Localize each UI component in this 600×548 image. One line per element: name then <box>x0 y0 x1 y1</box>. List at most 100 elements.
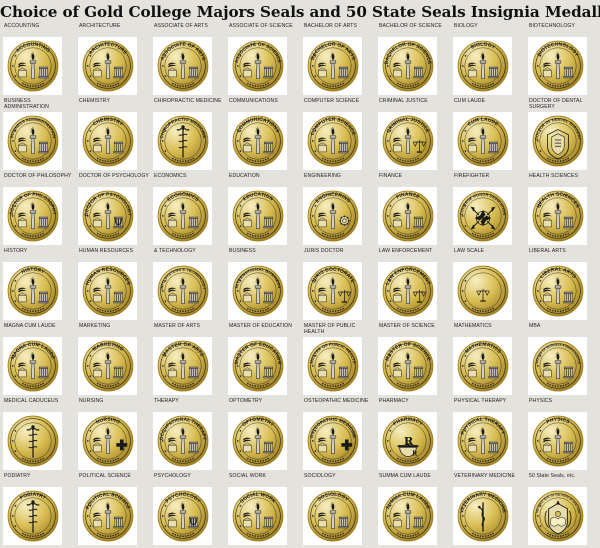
seal-thumbnail[interactable]: ENGINEERING <box>303 187 362 245</box>
seal-thumbnail[interactable]: Ψ DOCTOR OF PSYCHOLOGY <box>78 187 137 245</box>
seal-cell[interactable]: THERAPY OCCUPATIONAL THERAPY <box>150 398 225 473</box>
seal-cell[interactable]: 50 State Seals, etc. THE GREAT SEAL OF TH… <box>525 473 600 548</box>
seal-thumbnail[interactable]: HISTORY <box>3 262 62 320</box>
seal-thumbnail[interactable]: R R PHARMACY <box>378 412 437 470</box>
seal-cell[interactable]: ARCHITECTURE ARCHITECTURE <box>75 23 150 98</box>
seal-thumbnail[interactable]: DOCTOR OF DENTAL SURGERY <box>528 112 587 170</box>
seal-cell[interactable]: OSTEOPATHIC MEDICINE OSTEOPATHIC MEDICINE <box>300 398 375 473</box>
seal-cell[interactable]: ASSOCIATE OF SCIENCE ASSOCIATE OF SCIENCE <box>225 23 300 98</box>
seal-cell[interactable]: OPTOMETRY OPTOMETRY <box>225 398 300 473</box>
seal-cell[interactable]: BACHELOR OF SCIENCE BACHELOR OF SCIENCE <box>375 23 450 98</box>
seal-cell[interactable]: MBA MASTER OF BUSINESS ADMINISTRATION <box>525 323 600 398</box>
seal-cell[interactable]: BACHELOR OF ARTS BACHELOR OF ARTS <box>300 23 375 98</box>
seal-cell[interactable]: COMMUNICATIONS COMMUNICATIONS <box>225 98 300 173</box>
seal-thumbnail[interactable]: SOCIAL WORK <box>228 487 287 545</box>
seal-thumbnail[interactable]: CHIROPRACTIC MEDICINE <box>153 112 212 170</box>
seal-cell[interactable]: ASSOCIATE OF ARTS ASSOCIATE OF ARTS <box>150 23 225 98</box>
seal-cell[interactable]: DOCTOR OF PSYCHOLOGY Ψ DOCTOR OF PSYCHOLOG… <box>75 173 150 248</box>
seal-cell[interactable]: MEDICAL CADUCEUS <box>0 398 75 473</box>
seal-thumbnail[interactable]: MASTER OF ARTS <box>153 337 212 395</box>
seal-thumbnail[interactable]: MASTER OF SCIENCE <box>378 337 437 395</box>
seal-thumbnail[interactable]: MASTER OF EDUCATION <box>228 337 287 395</box>
seal-cell[interactable]: ENGINEERING ENGINEERING <box>300 173 375 248</box>
seal-cell[interactable]: VETERINARY MEDICINE VETERINARY MEDICINE <box>450 473 525 548</box>
seal-thumbnail[interactable]: PODIATRY <box>3 487 62 545</box>
seal-cell[interactable]: ECONOMICS ECONOMICS <box>150 173 225 248</box>
seal-cell[interactable]: POLITICAL SCIENCE POLITICAL SCIENCE <box>75 473 150 548</box>
seal-thumbnail[interactable]: SOCIOLOGY <box>303 487 362 545</box>
seal-thumbnail[interactable]: BACHELOR OF ARTS <box>303 37 362 95</box>
seal-cell[interactable]: BIOLOGY BIOLOGY <box>450 23 525 98</box>
seal-cell[interactable]: SOCIOLOGY SOCIOLOGY <box>300 473 375 548</box>
seal-cell[interactable]: MARKETING MARKETING <box>75 323 150 398</box>
seal-thumbnail[interactable]: BACHELOR OF SCIENCE <box>378 37 437 95</box>
seal-thumbnail[interactable]: COURAGE HONOR DEDICATION <box>453 187 512 245</box>
seal-thumbnail[interactable]: CHEMISTRY <box>78 112 137 170</box>
seal-cell[interactable]: FINANCE FINANCE <box>375 173 450 248</box>
seal-cell[interactable]: COMPUTER SCIENCE COMPUTER SCIENCE <box>300 98 375 173</box>
seal-cell[interactable]: CRIMINAL JUSTICE CRIMINAL JUSTICE <box>375 98 450 173</box>
seal-thumbnail[interactable]: MASTER OF BUSINESS ADMINISTRATION <box>528 337 587 395</box>
seal-thumbnail[interactable]: ECONOMICS <box>153 187 212 245</box>
seal-cell[interactable]: LAW SCALE <box>450 248 525 323</box>
seal-cell[interactable]: FIREFIGHTER COURAGE HONOR DEDICATION <box>450 173 525 248</box>
seal-thumbnail[interactable]: PHYSICAL THERAPY <box>453 412 512 470</box>
seal-thumbnail[interactable]: HEALTH SCIENCES <box>528 187 587 245</box>
seal-thumbnail[interactable]: INFO SYSTEMS & TECHNOLOGY <box>153 262 212 320</box>
seal-thumbnail[interactable]: INTERNATIONAL BUSINESS <box>228 262 287 320</box>
seal-cell[interactable]: PSYCHOLOGY Ψ PSYCHOLOGY <box>150 473 225 548</box>
seal-thumbnail[interactable]: NURSING <box>78 412 137 470</box>
seal-cell[interactable]: MATHEMATICS MATHEMATICS <box>450 323 525 398</box>
seal-thumbnail[interactable]: COMPUTER SCIENCE <box>303 112 362 170</box>
seal-cell[interactable]: MASTER OF ARTS MASTER OF ARTS <box>150 323 225 398</box>
seal-cell[interactable]: CHIROPRACTIC MEDICINE CHIROPRACTIC MEDICI… <box>150 98 225 173</box>
seal-cell[interactable]: NURSING NURSING <box>75 398 150 473</box>
seal-thumbnail[interactable]: ASSOCIATE OF ARTS <box>153 37 212 95</box>
seal-cell[interactable]: LIBERAL ARTS LIBERAL ARTS <box>525 248 600 323</box>
seal-thumbnail[interactable] <box>3 412 62 470</box>
seal-cell[interactable]: SUMMA CUM LAUDE SUMMA CUM LAUDE <box>375 473 450 548</box>
seal-thumbnail[interactable]: CRIMINAL JUSTICE <box>378 112 437 170</box>
seal-cell[interactable]: EDUCATION EDUCATION <box>225 173 300 248</box>
seal-cell[interactable]: DOCTOR OF PHILOSOPHY DOCTOR OF PHILOSOPHY <box>0 173 75 248</box>
seal-cell[interactable]: MASTER OF SCIENCE MASTER OF SCIENCE <box>375 323 450 398</box>
seal-thumbnail[interactable]: LAW ENFORCEMENT <box>378 262 437 320</box>
seal-thumbnail[interactable]: JURIS DOCTORATE <box>303 262 362 320</box>
seal-cell[interactable]: CHEMISTRY CHEMISTRY <box>75 98 150 173</box>
seal-thumbnail[interactable]: Ψ PSYCHOLOGY <box>153 487 212 545</box>
seal-thumbnail[interactable]: BIOLOGY <box>453 37 512 95</box>
seal-cell[interactable]: SOCIAL WORK SOCIAL WORK <box>225 473 300 548</box>
seal-thumbnail[interactable]: COMMUNICATIONS <box>228 112 287 170</box>
seal-thumbnail[interactable]: ASSOCIATE OF SCIENCE <box>228 37 287 95</box>
seal-cell[interactable]: BIOTECHNOLOGY BIOTECHNOLOGY <box>525 23 600 98</box>
seal-cell[interactable]: BUSINESS INTERNATIONAL BUSINESS <box>225 248 300 323</box>
seal-thumbnail[interactable]: HUMAN RESOURCES <box>78 262 137 320</box>
seal-thumbnail[interactable]: PHYSICS <box>528 412 587 470</box>
seal-cell[interactable]: JURIS DOCTOR JURIS DOCTORATE <box>300 248 375 323</box>
seal-thumbnail[interactable]: MASTER OF PUBLIC HEALTH <box>303 337 362 395</box>
seal-thumbnail[interactable]: BUSINESS ADMINISTRATION <box>3 112 62 170</box>
seal-thumbnail[interactable]: BIOTECHNOLOGY <box>528 37 587 95</box>
seal-cell[interactable]: CUM LAUDE CUM LAUDE <box>450 98 525 173</box>
seal-thumbnail[interactable]: CUM LAUDE <box>453 112 512 170</box>
seal-cell[interactable]: & TECHNOLOGY INFO SYSTEMS & TECHNOLOGY <box>150 248 225 323</box>
seal-thumbnail[interactable]: MAGNA CUM LAUDE <box>3 337 62 395</box>
seal-thumbnail[interactable]: EDUCATION <box>228 187 287 245</box>
seal-cell[interactable]: DOCTOR OF DENTAL SURGERY DOCTOR OF DENTAL… <box>525 98 600 173</box>
seal-thumbnail[interactable]: VETERINARY MEDICINE <box>453 487 512 545</box>
seal-thumbnail[interactable] <box>453 262 512 320</box>
seal-thumbnail[interactable]: OSTEOPATHIC MEDICINE <box>303 412 362 470</box>
seal-thumbnail[interactable]: ARCHITECTURE <box>78 37 137 95</box>
seal-cell[interactable]: MASTER OF PUBLIC HEALTH MASTER OF PUBLIC … <box>300 323 375 398</box>
seal-cell[interactable]: HUMAN RESOURCES HUMAN RESOURCES <box>75 248 150 323</box>
seal-thumbnail[interactable]: OCCUPATIONAL THERAPY <box>153 412 212 470</box>
seal-cell[interactable]: PODIATRY PODIATRY <box>0 473 75 548</box>
seal-cell[interactable]: PHARMACY R R PHARMACY <box>375 398 450 473</box>
seal-thumbnail[interactable]: POLITICAL SCIENCE <box>78 487 137 545</box>
seal-thumbnail[interactable]: LIBERAL ARTS <box>528 262 587 320</box>
seal-cell[interactable]: HISTORY HISTORY <box>0 248 75 323</box>
seal-cell[interactable]: PHYSICAL THERAPY PHYSICAL THERAPY <box>450 398 525 473</box>
seal-cell[interactable]: BUSINESS ADMINISTRATION BUSINESS ADMINIST… <box>0 98 75 173</box>
seal-cell[interactable]: PHYSICS PHYSICS <box>525 398 600 473</box>
seal-thumbnail[interactable]: SUMMA CUM LAUDE <box>378 487 437 545</box>
